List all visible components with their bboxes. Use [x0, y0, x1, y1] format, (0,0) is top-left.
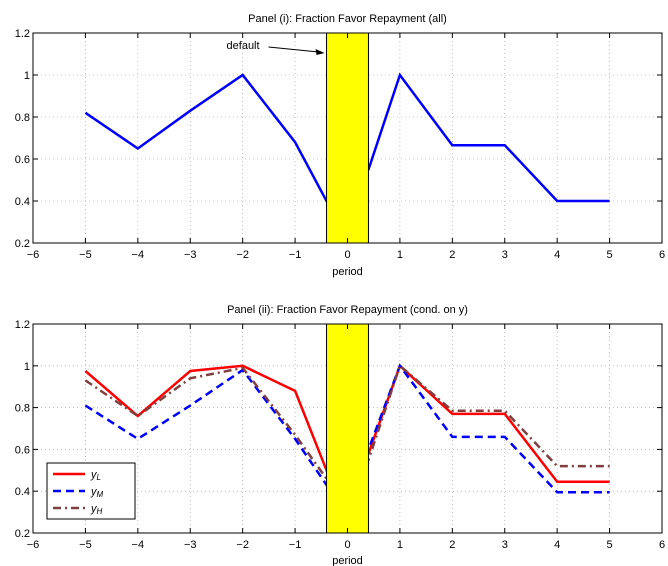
annotation-arrow	[268, 46, 319, 53]
y-tick-label: 0.8	[15, 403, 30, 415]
y-tick-label: 1.2	[15, 319, 30, 331]
y-tick-label: 1.2	[15, 28, 30, 40]
x-tick-label: 1	[397, 249, 403, 261]
x-tick-label: −4	[132, 539, 145, 551]
y-tick-label: 0.4	[15, 486, 30, 498]
x-tick-label: −3	[184, 249, 197, 261]
x-tick-label: 1	[397, 539, 403, 551]
x-tick-label: 2	[449, 249, 455, 261]
legend-label: yM	[90, 486, 104, 499]
legend: yL yM yH	[46, 462, 136, 520]
default-annotation: default	[227, 40, 325, 55]
x-tick-label: −6	[27, 249, 40, 261]
grid	[33, 33, 662, 243]
annotation-text: default	[227, 40, 260, 52]
x-tick-label: −6	[27, 539, 40, 551]
y-tick-label: 0.2	[15, 528, 30, 540]
y-tick-label: 1	[24, 361, 30, 373]
legend-label: yL	[90, 469, 101, 482]
x-axis-label: period	[332, 266, 363, 278]
y-tick-label: 0.2	[15, 238, 30, 250]
default-region	[326, 32, 369, 244]
x-axis-ticks: −6 −5 −4 −3 −2 −1 0 1 2 3 4 5 6	[27, 33, 665, 261]
chart-title: Panel (ii): Fraction Favor Repayment (co…	[227, 304, 468, 316]
arrow-head-icon	[315, 49, 325, 55]
x-tick-label: 5	[607, 539, 613, 551]
y-tick-label: 0.4	[15, 196, 30, 208]
x-tick-label: 0	[344, 249, 350, 261]
x-tick-label: −4	[132, 249, 145, 261]
x-tick-label: 2	[449, 539, 455, 551]
x-tick-label: 0	[344, 539, 350, 551]
y-tick-label: 0.6	[15, 154, 30, 166]
x-tick-label: −1	[289, 539, 302, 551]
x-tick-label: 4	[554, 539, 560, 551]
x-tick-label: 5	[607, 249, 613, 261]
x-tick-label: −3	[184, 539, 197, 551]
panel-i: −6 −5 −4 −3 −2 −1 0 1 2 3 4 5 6 0.2 0.4 0.6 0.8 1 1.2 Pan…	[15, 13, 665, 278]
chart-title: Panel (i): Fraction Favor Repayment (all…	[248, 13, 447, 25]
x-tick-label: −5	[79, 539, 92, 551]
x-tick-label: 6	[659, 249, 665, 261]
y-tick-label: 1	[24, 70, 30, 82]
y-axis-ticks: 0.2 0.4 0.6 0.8 1 1.2	[15, 28, 662, 250]
x-tick-label: 6	[659, 539, 665, 551]
y-axis-ticks: 0.2 0.4 0.6 0.8 1 1.2	[15, 319, 662, 540]
x-tick-label: −2	[236, 539, 249, 551]
panel-ii: −6 −5 −4 −3 −2 −1 0 1 2 3 4 5 6 0.2 0.4 0.6 0.8 1 1.2 Pan…	[15, 304, 665, 566]
x-tick-label: −5	[79, 249, 92, 261]
x-tick-label: 3	[502, 539, 508, 551]
x-tick-label: 3	[502, 249, 508, 261]
x-axis-ticks: −6 −5 −4 −3 −2 −1 0 1 2 3 4 5 6	[27, 324, 665, 551]
default-region	[326, 323, 369, 534]
y-tick-label: 0.6	[15, 444, 30, 456]
x-tick-label: 4	[554, 249, 560, 261]
x-tick-label: −1	[289, 249, 302, 261]
legend-label: yH	[90, 503, 103, 516]
x-tick-label: −2	[236, 249, 249, 261]
x-axis-label: period	[332, 555, 363, 566]
y-tick-label: 0.8	[15, 112, 30, 124]
legend-box	[46, 462, 136, 520]
